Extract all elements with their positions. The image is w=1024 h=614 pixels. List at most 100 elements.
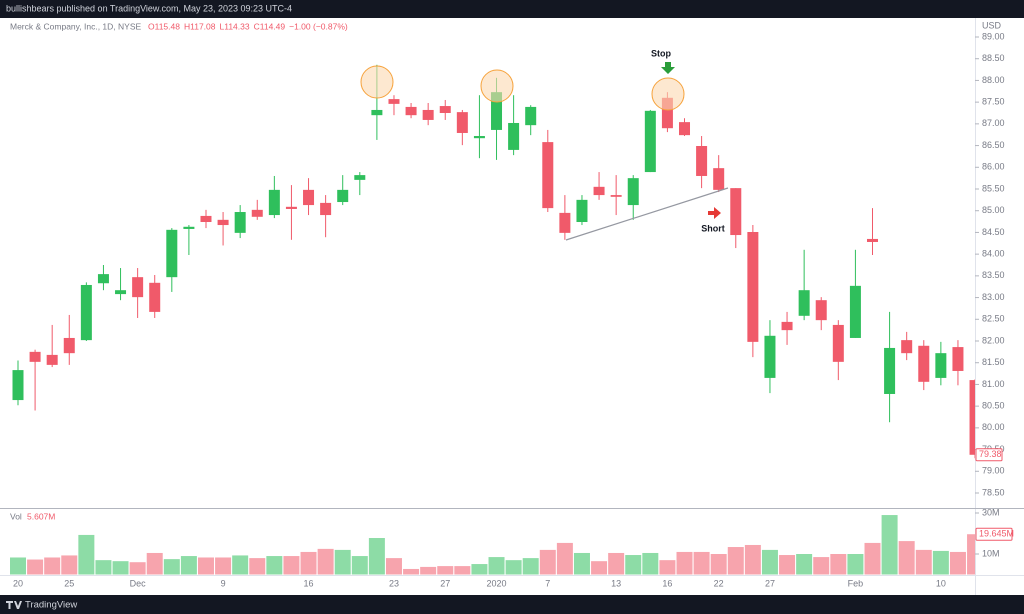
candle-body [815, 300, 827, 321]
candle-body [149, 282, 161, 312]
volume-bar [454, 566, 471, 575]
volume-bar [146, 552, 163, 575]
volume-bar [249, 558, 266, 575]
bottom-bar [0, 595, 1024, 614]
volume-bar [761, 549, 778, 575]
candle-body [849, 285, 861, 338]
candle-body [234, 212, 246, 233]
volume-bar [539, 549, 556, 575]
trend-line [565, 187, 729, 241]
candle-body [491, 92, 503, 130]
x-tick-label: 27 [440, 578, 450, 588]
volume-bar [813, 557, 830, 575]
volume-bar [625, 555, 642, 575]
candle-body [63, 337, 75, 354]
y-tick-label: 85.00 [982, 205, 1005, 215]
candle-body [303, 189, 315, 206]
volume-bar [163, 559, 180, 575]
ohlc-value: O115.48 [148, 21, 180, 31]
price-pane [12, 64, 975, 459]
y-tick-label: 80.00 [982, 422, 1005, 432]
candle-body [200, 215, 212, 223]
x-tick-label: 13 [611, 578, 621, 588]
x-tick-label: 16 [304, 578, 314, 588]
y-tick-label: 88.50 [982, 53, 1005, 63]
candle-body [268, 189, 280, 216]
volume-bar [693, 551, 710, 575]
volume-bar [727, 547, 744, 575]
short-label: Short [701, 223, 725, 233]
candle-body [901, 340, 913, 354]
last-price-box [975, 448, 1003, 462]
volume-bar [215, 557, 232, 575]
highlight-circle [480, 69, 514, 103]
y-tick-label: 83.00 [982, 292, 1005, 302]
stop-label: Stop [651, 48, 671, 58]
volume-bar [796, 554, 813, 575]
x-tick-label: 27 [765, 578, 775, 588]
volume-bar [949, 551, 966, 575]
chart-title: Merck & Company, Inc., 1D, NYSE [10, 21, 141, 31]
volume-bar [608, 552, 625, 575]
candle-body [644, 110, 656, 173]
candle-body [730, 188, 742, 236]
candle-body [918, 345, 930, 382]
candle-body [969, 380, 975, 455]
short-arrow [708, 207, 721, 219]
candle-body [12, 370, 24, 401]
candle-body [456, 112, 468, 133]
top-bar [0, 0, 1024, 18]
volume-bar [129, 562, 146, 575]
volume-bar [197, 557, 214, 575]
volume-bar [779, 555, 796, 575]
volume-bar [710, 554, 727, 575]
volume-bar [744, 544, 761, 575]
volume-legend: 5.607M [27, 511, 55, 521]
candle-body [559, 212, 571, 233]
y-tick-label: 88.00 [982, 75, 1005, 85]
annotations: Stop Short [360, 48, 729, 241]
volume-bar [61, 555, 78, 575]
volume-tick-label: 30M [982, 507, 1000, 517]
ohlc-value: H117.08 [184, 21, 216, 31]
candle-body [337, 189, 349, 203]
candle-body [867, 238, 878, 242]
candle-body [508, 122, 520, 150]
publisher: bullishbears published on TradingView.co… [6, 3, 292, 13]
candle-body [251, 209, 263, 217]
candle-body [46, 354, 58, 365]
y-tick-label: 82.00 [982, 335, 1005, 345]
volume-bar [864, 542, 881, 575]
candle-body [696, 146, 708, 176]
y-tick-label: 86.00 [982, 162, 1005, 172]
volume-bar [488, 557, 505, 575]
volume-bar [232, 555, 249, 575]
volume-bar [112, 561, 129, 575]
candle-body [884, 347, 896, 394]
y-tick-label: 85.50 [982, 183, 1005, 193]
candle-body [798, 290, 810, 316]
volume-bar [180, 556, 197, 575]
volume-pane [10, 515, 975, 575]
y-tick-label: 83.50 [982, 270, 1005, 280]
x-tick-label: 2020 [487, 578, 507, 588]
volume-bar [898, 541, 915, 575]
y-tick-label: 80.50 [982, 401, 1005, 411]
candle-body [679, 122, 691, 136]
ohlc-value: C114.49 [254, 21, 286, 31]
volume-bar [591, 561, 608, 575]
candle-body [80, 284, 92, 341]
volume-bar [505, 560, 522, 575]
candle-body [217, 219, 229, 226]
volume-bar [881, 515, 898, 575]
volume-bar [283, 556, 300, 575]
volume-bar [471, 564, 488, 575]
volume-last-box [975, 527, 1013, 541]
y-tick-label: 87.50 [982, 97, 1005, 107]
candle-body [132, 277, 144, 298]
volume-bar [932, 550, 949, 575]
x-tick-label: 25 [64, 578, 74, 588]
x-tick-label: 7 [545, 578, 550, 588]
